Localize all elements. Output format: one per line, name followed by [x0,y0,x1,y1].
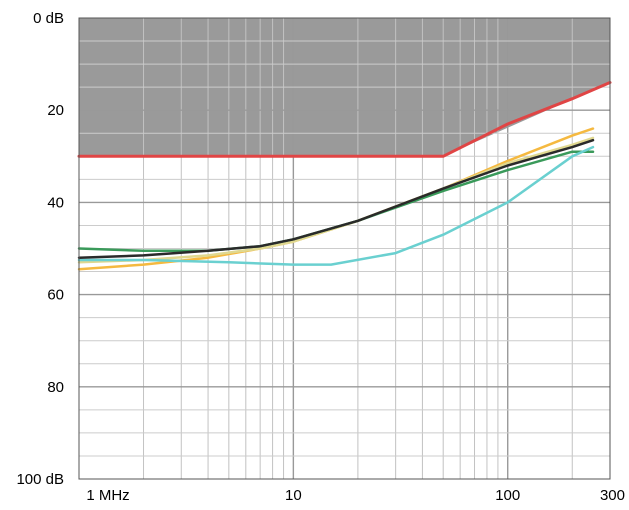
y-tick-label: 100 dB [16,471,64,488]
y-tick-label: 40 [47,194,64,211]
y-tick-label: 0 dB [33,10,64,27]
y-tick-label: 80 [47,379,64,396]
series-line-4 [77,150,595,253]
tick-label-layer: 0 dB 20 40 60 80 100 dB 1 MHz 10 100 300 [16,10,625,504]
x-tick-label: 100 [495,487,520,504]
grid-layer [79,18,610,479]
series-line-6 [77,138,595,259]
y-tick-label: 60 [47,287,64,304]
series-line-5 [77,145,595,266]
x-tick-label: 1 MHz [86,487,129,504]
plot-frame [78,17,611,480]
x-tick-label: 10 [285,487,302,504]
series-layer [77,81,612,271]
x-tick-label: 300 [600,487,625,504]
y-tick-label: 20 [47,102,64,119]
series-line-1 [77,81,612,158]
